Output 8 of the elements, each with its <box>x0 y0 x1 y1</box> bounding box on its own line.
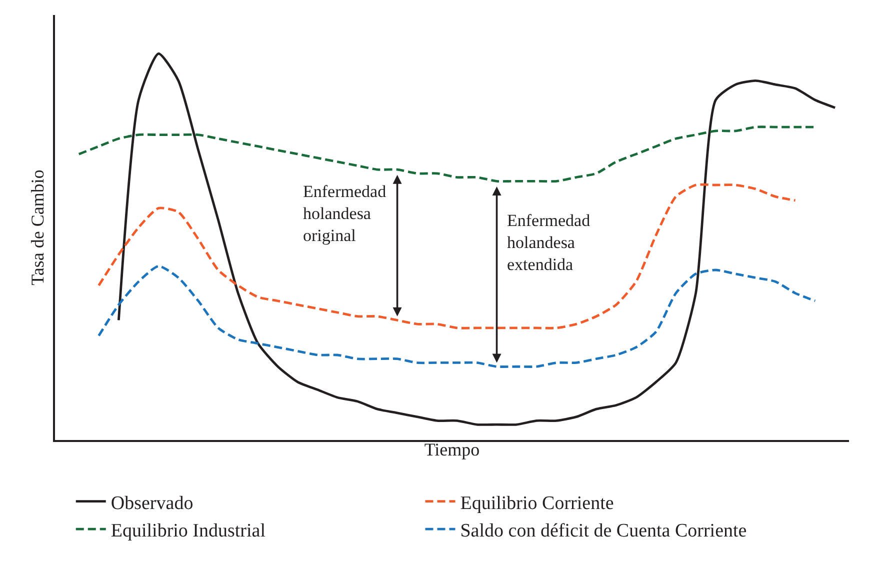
annotation: Enfermedad holandesa original <box>303 182 387 246</box>
annotation: Enfermedad holandesa extendida <box>507 211 591 274</box>
legend-label: Equilibrio Corriente <box>460 492 614 514</box>
y-axis-title: Tasa de Cambio <box>28 170 48 286</box>
x-axis-title: Tiempo <box>424 440 480 460</box>
legend-label: Observado <box>110 492 194 514</box>
legend-label: Saldo con déficit de Cuenta Corriente <box>460 520 747 542</box>
legend-label: Equilibrio Industrial <box>110 520 266 542</box>
